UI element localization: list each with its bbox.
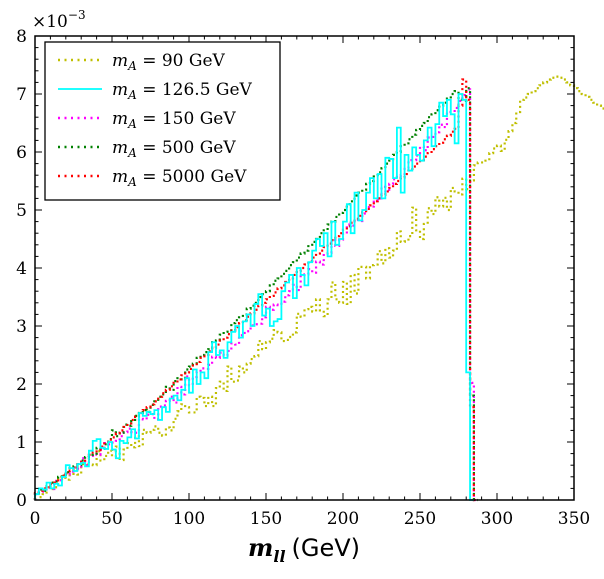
y-tick-label-3: 3 xyxy=(16,317,27,337)
y-tick-label-6: 6 xyxy=(16,143,27,163)
legend-box xyxy=(44,41,281,201)
legend-label-3: mA = 500 GeV xyxy=(112,138,236,160)
x-tick-label-3: 150 xyxy=(250,509,282,529)
y-tick-label-1: 1 xyxy=(16,433,27,453)
legend-label-1: mA = 126.5 GeV xyxy=(112,80,253,102)
y-tick-label-8: 8 xyxy=(16,27,27,47)
y-tick-label-4: 4 xyxy=(16,259,27,279)
x-tick-label-4: 200 xyxy=(327,509,359,529)
y-multiplier: ×10−3 xyxy=(32,8,86,32)
x-tick-label-6: 300 xyxy=(481,509,513,529)
x-tick-label-7: 350 xyxy=(558,509,590,529)
series-line-0 xyxy=(33,75,604,500)
y-tick-label-0: 0 xyxy=(16,491,27,511)
y-tick-label-5: 5 xyxy=(16,201,27,221)
x-tick-label-1: 50 xyxy=(101,509,123,529)
x-tick-label-2: 100 xyxy=(173,509,205,529)
y-multiplier-exponent: −3 xyxy=(68,8,86,22)
legend-label-2: mA = 150 GeV xyxy=(112,109,236,131)
series-layer xyxy=(33,75,604,502)
y-tick-label-7: 7 xyxy=(16,85,27,105)
legend-label-0: mA = 90 GeV xyxy=(112,51,226,73)
y-tick-label-2: 2 xyxy=(16,375,27,395)
series-line-1 xyxy=(34,93,474,501)
x-tick-labels: 0 50 100 150 200 250 300 350 xyxy=(30,509,591,529)
y-tick-labels: 0 1 2 3 4 5 6 7 8 xyxy=(16,27,27,511)
legend: mA = 90 GeV mA = 126.5 GeV mA = 150 GeV mA … xyxy=(44,41,281,201)
legend-label-4: mA = 5000 GeV xyxy=(112,167,247,189)
x-tick-label-5: 250 xyxy=(404,509,436,529)
x-axis-label: mll (GeV) xyxy=(248,533,360,566)
x-tick-label-0: 0 xyxy=(30,509,41,529)
